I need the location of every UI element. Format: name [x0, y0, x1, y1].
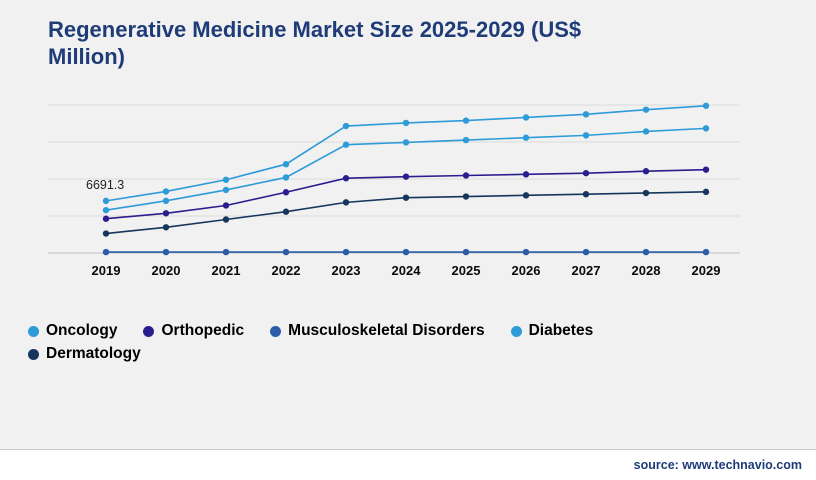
legend-dot-oncology	[28, 325, 39, 337]
legend-label-oncology: Oncology	[46, 322, 118, 339]
legend-label-dermatology: Dermatology	[46, 345, 141, 362]
legend-item-diabetes: Diabetes	[510, 322, 594, 340]
legend-label-musculoskeletal: Musculoskeletal Disorders	[288, 322, 485, 339]
legend-label-diabetes: Diabetes	[528, 322, 594, 339]
legend-dot-diabetes	[510, 325, 522, 337]
footer: source: www.technavio.com	[0, 449, 816, 480]
svg-text:2028: 2028	[632, 263, 661, 278]
legend-item-dermatology: Dermatology	[28, 345, 141, 363]
legend-label-orthopedic: Orthopedic	[161, 322, 245, 339]
legend-dot-dermatology	[28, 348, 39, 360]
legend-item-musculoskeletal: Musculoskeletal Disorders	[270, 322, 485, 340]
legend-dot-orthopedic	[143, 325, 155, 337]
svg-text:2025: 2025	[452, 263, 481, 278]
svg-text:2019: 2019	[92, 263, 121, 278]
svg-text:2026: 2026	[512, 263, 541, 278]
legend-item-oncology: Oncology	[28, 322, 117, 340]
svg-text:2027: 2027	[572, 263, 601, 278]
svg-text:2020: 2020	[152, 263, 181, 278]
line-chart: 2019 2020 2021 2022 2023 2024 2025 2026 2027 2028…	[48, 102, 740, 278]
legend: Oncology Orthopedic Musculoskeletal Diso…	[28, 322, 728, 363]
svg-text:2022: 2022	[272, 263, 301, 278]
svg-text:2029: 2029	[692, 263, 721, 278]
svg-text:6691.3: 6691.3	[86, 178, 124, 192]
svg-text:2023: 2023	[332, 263, 361, 278]
svg-text:2021: 2021	[212, 263, 241, 278]
chart-title: Regenerative Medicine Market Size 2025-2…	[48, 17, 582, 69]
legend-item-orthopedic: Orthopedic	[143, 322, 244, 340]
legend-dot-musculoskeletal	[270, 325, 282, 337]
source-text: source: www.technavio.com	[633, 458, 802, 472]
svg-text:2024: 2024	[392, 263, 422, 278]
